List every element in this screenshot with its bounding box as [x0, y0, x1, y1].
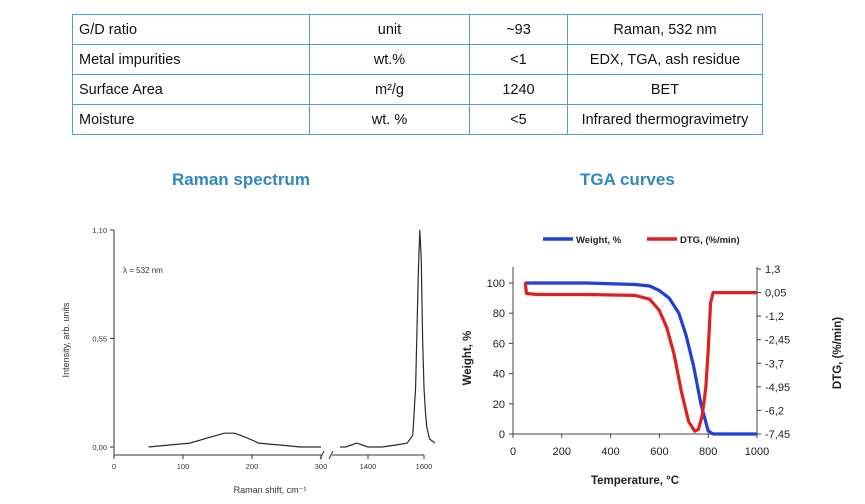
x-tick-label: 300: [315, 462, 328, 471]
y2-tick-label: -4,95: [765, 382, 790, 394]
x-tick-label: 1000: [745, 446, 769, 458]
table-cell: BET: [567, 74, 763, 105]
table-cell: Surface Area: [72, 74, 310, 105]
series-line: [525, 281, 757, 436]
spectrum-line: [148, 432, 321, 448]
y-tick-label: 60: [493, 338, 505, 350]
table-cell: <5: [469, 104, 568, 135]
y2-tick-label: -6,2: [765, 405, 784, 417]
x-tick-label: 100: [177, 462, 190, 471]
table-row: G/D ratio unit ~93 Raman, 532 nm: [72, 14, 763, 45]
wavelength-annotation: λ = 532 nm: [123, 266, 163, 275]
table-cell: <1: [469, 44, 568, 75]
x-tick-label: 800: [699, 446, 717, 458]
spec-table-body: G/D ratio unit ~93 Raman, 532 nm Metal impur…: [72, 14, 763, 135]
table-row: Moisture wt. % <5 Infrared thermogravimetry: [72, 104, 763, 135]
y2-tick-label: -3,7: [765, 358, 784, 370]
y-tick-label: 100: [487, 278, 505, 290]
x-axis-label: Temperature, °C: [591, 475, 679, 487]
y-tick-label: 0,00: [92, 443, 107, 452]
y-tick-label: 1,10: [92, 226, 107, 235]
table-cell: Raman, 532 nm: [567, 14, 763, 45]
y-tick-label: 0,55: [92, 335, 107, 344]
y-tick-label: 40: [493, 369, 505, 381]
table-cell: m²/g: [309, 74, 470, 105]
table-cell: unit: [309, 14, 470, 45]
table-cell: 1240: [469, 74, 568, 105]
spectrum-line: [340, 229, 435, 448]
x-tick-label: 200: [246, 462, 259, 471]
y-axis-label: Weight, %: [462, 331, 474, 386]
x-tick-label: 200: [553, 446, 571, 458]
table-cell: Infrared thermogravimetry: [567, 104, 763, 135]
table-cell: G/D ratio: [72, 14, 310, 45]
y-tick-label: 0: [499, 429, 505, 441]
table-cell: Metal impurities: [72, 44, 310, 75]
y2-tick-label: 0,05: [765, 288, 786, 300]
tga-chart-title: TGA curves: [580, 170, 675, 189]
legend-label: Weight, %: [576, 235, 622, 246]
x-tick-label: 400: [601, 446, 619, 458]
table-cell: wt. %: [309, 104, 470, 135]
x-tick-label: 0: [510, 446, 516, 458]
legend-label: DTG, (%/min): [680, 235, 740, 246]
y2-tick-label: -1,2: [765, 311, 784, 323]
raman-chart-title: Raman spectrum: [172, 170, 310, 189]
y-tick-label: 80: [493, 308, 505, 320]
axis-break-mark: [328, 450, 334, 460]
table-cell: Moisture: [72, 104, 310, 135]
table-cell: ~93: [469, 14, 568, 45]
table-cell: wt.%: [309, 44, 470, 75]
x-tick-label: 1600: [416, 462, 433, 471]
y2-tick-label: -7,45: [765, 429, 790, 441]
y2-tick-label: 1,3: [765, 264, 780, 276]
y2-axis-label: DTG, (%/min): [832, 317, 844, 389]
x-tick-label: 1400: [360, 462, 377, 471]
x-axis-label: Raman shift, cm⁻¹: [234, 485, 307, 495]
spec-table: G/D ratio unit ~93 Raman, 532 nm Metal impur…: [72, 14, 763, 135]
table-row: Surface Area m²/g 1240 BET: [72, 74, 763, 105]
y2-tick-label: -2,45: [765, 335, 790, 347]
table-cell: EDX, TGA, ash residue: [567, 44, 763, 75]
x-tick-label: 600: [650, 446, 668, 458]
y-axis-label: Intensity, arb. units: [61, 302, 71, 377]
x-tick-label: 0: [112, 462, 116, 471]
table-row: Metal impurities wt.% <1 EDX, TGA, ash resi…: [72, 44, 763, 75]
series-line: [523, 282, 757, 433]
y-tick-label: 20: [493, 399, 505, 411]
raman-chart: 0,000,551,100100200300140016001800200022…: [61, 226, 435, 495]
